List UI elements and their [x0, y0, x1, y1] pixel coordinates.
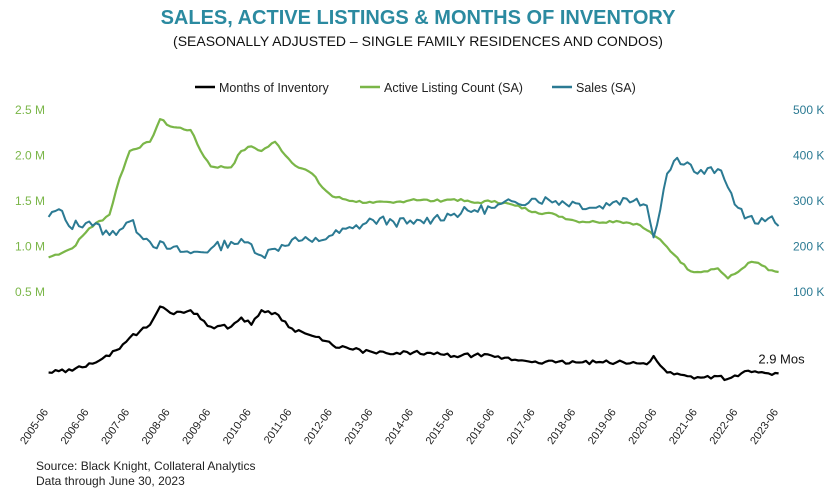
- legend-label: Months of Inventory: [219, 81, 330, 95]
- x-axis-ticks: 2005-06 2006-06 2007-06 2008-06 2009-06 2010-…: [18, 407, 781, 447]
- x-tick-label: 2011-06: [262, 407, 295, 446]
- x-tick-label: 2016-06: [464, 407, 497, 447]
- source-line-2: Data through June 30, 2023: [36, 474, 185, 488]
- left-tick-label: 0.5 M: [15, 285, 45, 299]
- x-tick-label: 2022-06: [708, 407, 741, 447]
- x-tick-label: 2019-06: [586, 407, 619, 447]
- source-line-1: Source: Black Knight, Collateral Analyti…: [36, 459, 255, 473]
- legend-item: Active Listing Count (SA): [360, 81, 523, 95]
- legend-label: Sales (SA): [576, 81, 636, 95]
- x-tick-label: 2005-06: [18, 407, 51, 447]
- left-tick-label: 1.0 M: [15, 240, 45, 254]
- x-tick-label: 2009-06: [180, 407, 213, 447]
- legend-item: Sales (SA): [552, 81, 636, 95]
- series-layer: [47, 118, 780, 382]
- left-axis-ticks: 0.5 M 1.0 M 1.5 M 2.0 M 2.5 M: [15, 103, 45, 299]
- chart-legend: Months of Inventory Active Listing Count …: [195, 81, 636, 95]
- chart-title: SALES, ACTIVE LISTINGS & MONTHS OF INVEN…: [161, 7, 677, 29]
- x-tick-label: 2007-06: [99, 407, 132, 447]
- x-tick-label: 2013-06: [343, 407, 376, 447]
- x-tick-label: 2020-06: [626, 407, 659, 447]
- x-tick-label: 2010-06: [221, 407, 254, 447]
- left-tick-label: 2.0 M: [15, 149, 45, 163]
- right-tick-label: 100 K: [793, 285, 824, 299]
- legend-item: Months of Inventory: [195, 81, 330, 95]
- right-tick-label: 400 K: [793, 149, 824, 163]
- x-tick-label: 2023-06: [748, 407, 781, 447]
- left-tick-label: 2.5 M: [15, 103, 45, 117]
- x-tick-label: 2012-06: [302, 407, 335, 447]
- series-line: [48, 305, 779, 382]
- moi-annotation: 2.9 Mos: [758, 351, 805, 366]
- series-line: [48, 118, 779, 280]
- chart-subtitle: (SEASONALLY ADJUSTED – SINGLE FAMILY RES…: [173, 33, 663, 49]
- x-tick-label: 2008-06: [140, 407, 173, 447]
- series-line: [47, 156, 780, 259]
- x-tick-label: 2021-06: [667, 407, 700, 447]
- right-tick-label: 200 K: [793, 240, 824, 254]
- left-tick-label: 1.5 M: [15, 194, 45, 208]
- legend-label: Active Listing Count (SA): [384, 81, 523, 95]
- right-axis-ticks: 100 K 200 K 300 K 400 K 500 K: [793, 103, 824, 299]
- right-tick-label: 500 K: [793, 103, 824, 117]
- x-tick-label: 2018-06: [545, 407, 578, 447]
- x-tick-label: 2006-06: [59, 407, 92, 447]
- x-tick-label: 2017-06: [505, 407, 538, 447]
- annotation-layer: 2.9 Mos: [758, 351, 805, 366]
- right-tick-label: 300 K: [793, 194, 824, 208]
- x-tick-label: 2014-06: [383, 407, 416, 447]
- x-tick-label: 2015-06: [424, 407, 457, 447]
